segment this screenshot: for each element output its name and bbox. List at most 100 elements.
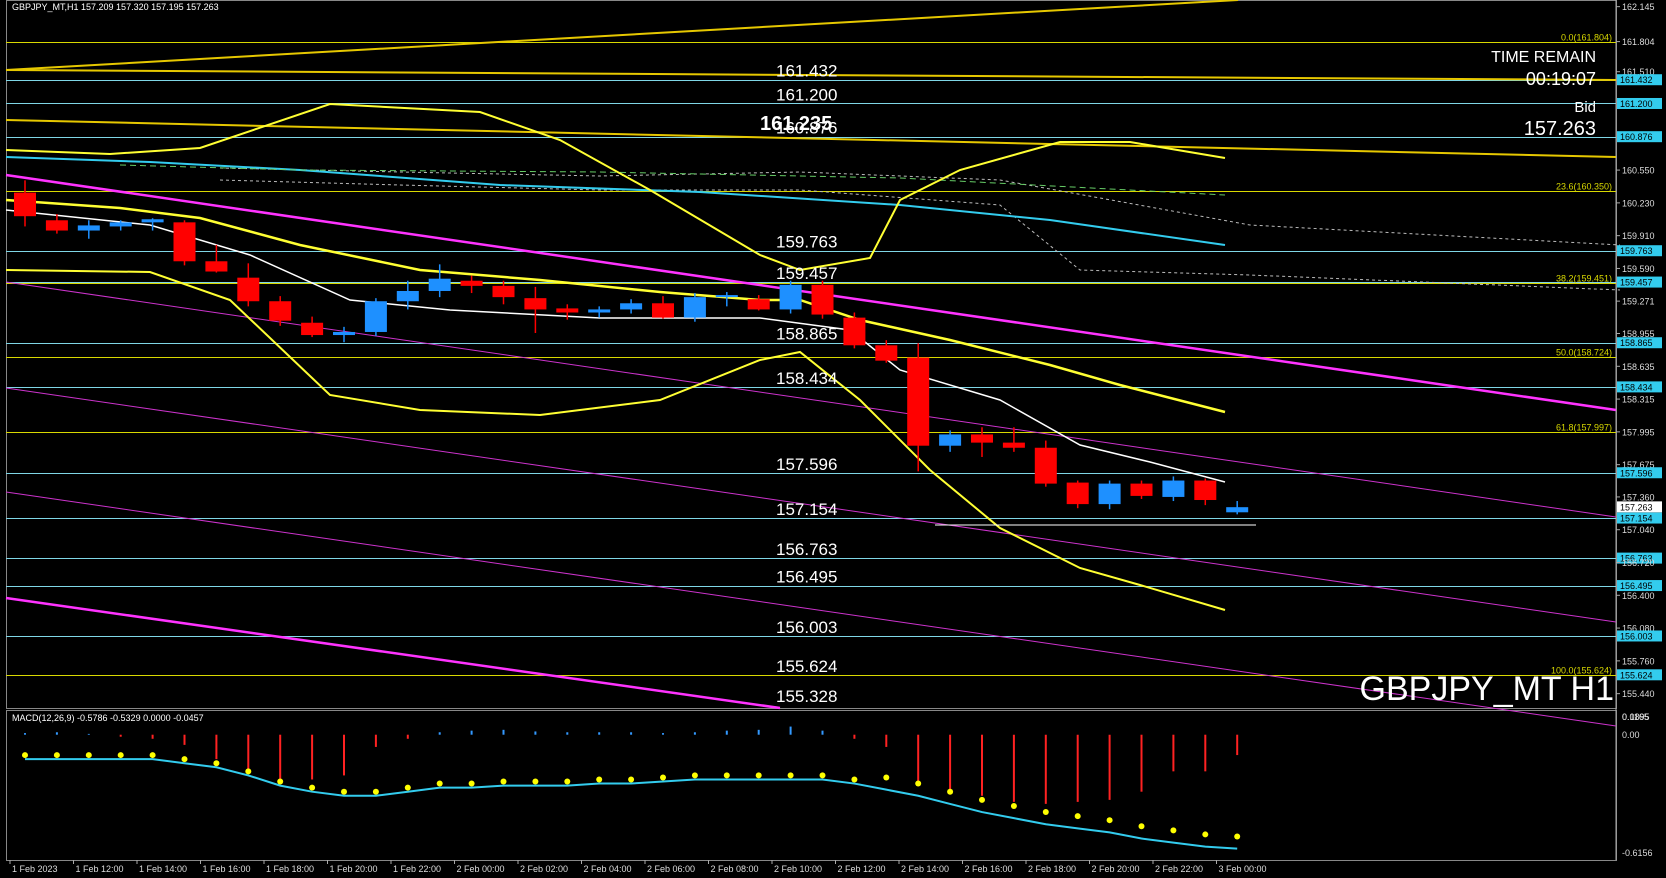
- price-axis-label: 161.804: [1622, 37, 1655, 47]
- time-axis-label: 1 Feb 22:00: [393, 864, 441, 874]
- time-axis-label: 2 Feb 14:00: [901, 864, 949, 874]
- level-label: 156.495: [776, 568, 837, 587]
- price-axis-tag: [1617, 245, 1662, 257]
- macd-signal-dot: [1170, 827, 1177, 834]
- level-label: 157.154: [776, 500, 837, 519]
- time-axis-label: 1 Feb 20:00: [330, 864, 378, 874]
- level-label: 161.432: [776, 62, 837, 81]
- macd-signal-dot: [1138, 823, 1145, 830]
- trend-line-upper: [5, 0, 1239, 71]
- time-axis-label: 2 Feb 00:00: [457, 864, 505, 874]
- candle-body: [907, 357, 930, 446]
- macd-signal-dot: [691, 772, 698, 779]
- candle-body: [77, 225, 100, 231]
- magenta-channel-2: [5, 387, 1617, 623]
- candle-body: [1162, 480, 1185, 497]
- price-axis-label: 156.720: [1622, 558, 1655, 568]
- level-label: 161.200: [776, 85, 837, 104]
- macd-signal-dot: [1234, 833, 1241, 840]
- price-axis-tag-label: 157.596: [1620, 468, 1653, 478]
- time-axis-label: 2 Feb 12:00: [838, 864, 886, 874]
- time-axis-label: 1 Feb 2023: [12, 864, 58, 874]
- candle-body: [269, 301, 292, 321]
- candle-body: [396, 290, 419, 302]
- macd-signal-dot: [1202, 831, 1209, 838]
- level-label: 157.596: [776, 455, 837, 474]
- price-axis-label: 159.271: [1622, 297, 1655, 307]
- candle-body: [524, 298, 547, 310]
- cloud-span-a: [219, 167, 1621, 246]
- price-axis-label: 157.040: [1622, 525, 1655, 535]
- price-axis-label: 160.230: [1622, 198, 1655, 208]
- level-label: 155.328: [776, 687, 837, 706]
- macd-signal-dot: [372, 788, 379, 795]
- candle-body: [620, 303, 643, 310]
- price-axis-tag: [1617, 512, 1662, 524]
- macd-signal-dot: [979, 796, 985, 803]
- price-axis-tag-label: 157.154: [1620, 514, 1653, 524]
- candle-body: [14, 192, 36, 217]
- trend-line-fan-1: [5, 69, 1617, 81]
- bid-label: Bid: [1574, 99, 1596, 116]
- candle-body: [1034, 447, 1057, 484]
- macd-axis-label: -0.6156: [1622, 848, 1653, 858]
- candle-body: [811, 284, 834, 315]
- price-axis-label: 157.360: [1622, 492, 1655, 502]
- price-axis-tag-label: 161.200: [1620, 99, 1653, 109]
- candle-body: [779, 284, 802, 310]
- price-axis-tag-label: 157.263: [1620, 502, 1653, 512]
- candle-body: [45, 220, 68, 231]
- main-chart-frame: [6, 0, 1617, 709]
- level-label: 156.003: [776, 618, 837, 637]
- magenta-trend-lower: [5, 596, 781, 710]
- price-axis-tag: [1617, 276, 1662, 288]
- time-remain-value: 00:19:07: [1525, 69, 1596, 89]
- macd-signal-dot: [660, 774, 666, 781]
- macd-axis-label: 0.1165: [1622, 712, 1649, 722]
- bollinger-lower: [5, 269, 1226, 611]
- price-axis-label: 159.590: [1622, 264, 1655, 274]
- candle-body: [1130, 483, 1153, 496]
- price-axis-tag-label: 161.432: [1620, 75, 1653, 85]
- time-axis-label: 3 Feb 00:00: [1219, 864, 1267, 874]
- level-label: 159.457: [776, 264, 837, 283]
- macd-signal-dot: [436, 780, 443, 787]
- price-axis-tag-label: 156.495: [1620, 581, 1653, 591]
- magenta-trend-main: [5, 173, 1617, 412]
- price-axis-label: 157.995: [1622, 427, 1655, 437]
- price-axis-tag: [1617, 630, 1662, 642]
- time-axis-label: 1 Feb 16:00: [203, 864, 251, 874]
- level-label: 158.434: [776, 369, 837, 388]
- chart-header-info: GBPJPY_MT,H1 157.209 157.320 157.195 157…: [12, 2, 219, 12]
- macd-signal-dot: [468, 780, 475, 787]
- candle-body: [939, 434, 962, 446]
- fib-label: 23.6(160.350): [1556, 182, 1612, 192]
- trend-line-fan-2: [5, 119, 1617, 158]
- fib-labels: 0.0(161.804) 23.6(160.350) 38.2(159.451) 50…: [1551, 33, 1612, 676]
- macd-signal-dot: [213, 760, 220, 767]
- level-labels: 161.432 161.200 160.876 159.763 159.457 158.8…: [776, 62, 837, 706]
- magenta-channel-3: [5, 491, 1617, 727]
- candle-body: [1098, 483, 1121, 505]
- time-axis: 1 Feb 2023 1 Feb 12:00 1 Feb 14:00 1 Feb 16…: [9, 860, 1267, 874]
- macd-signal-dot: [883, 774, 890, 781]
- price-axis-tag: [1617, 74, 1662, 86]
- macd-signal-dot: [596, 776, 603, 783]
- candle-body: [875, 345, 898, 361]
- candle-body: [652, 303, 674, 318]
- level-label: 155.624: [776, 657, 837, 676]
- bollinger-middle: [5, 198, 1226, 414]
- candle-body: [141, 219, 164, 223]
- price-axis-label: 156.400: [1622, 591, 1655, 601]
- level-label: 158.865: [776, 325, 837, 344]
- candle-body: [237, 277, 260, 302]
- bid-value: 157.263: [1523, 118, 1596, 140]
- macd-signal-dot: [915, 780, 922, 787]
- time-axis-label: 2 Feb 10:00: [774, 864, 822, 874]
- price-axis-tag-label: 156.763: [1620, 554, 1653, 564]
- time-axis-label: 2 Feb 16:00: [965, 864, 1013, 874]
- time-axis-label: 2 Feb 06:00: [647, 864, 695, 874]
